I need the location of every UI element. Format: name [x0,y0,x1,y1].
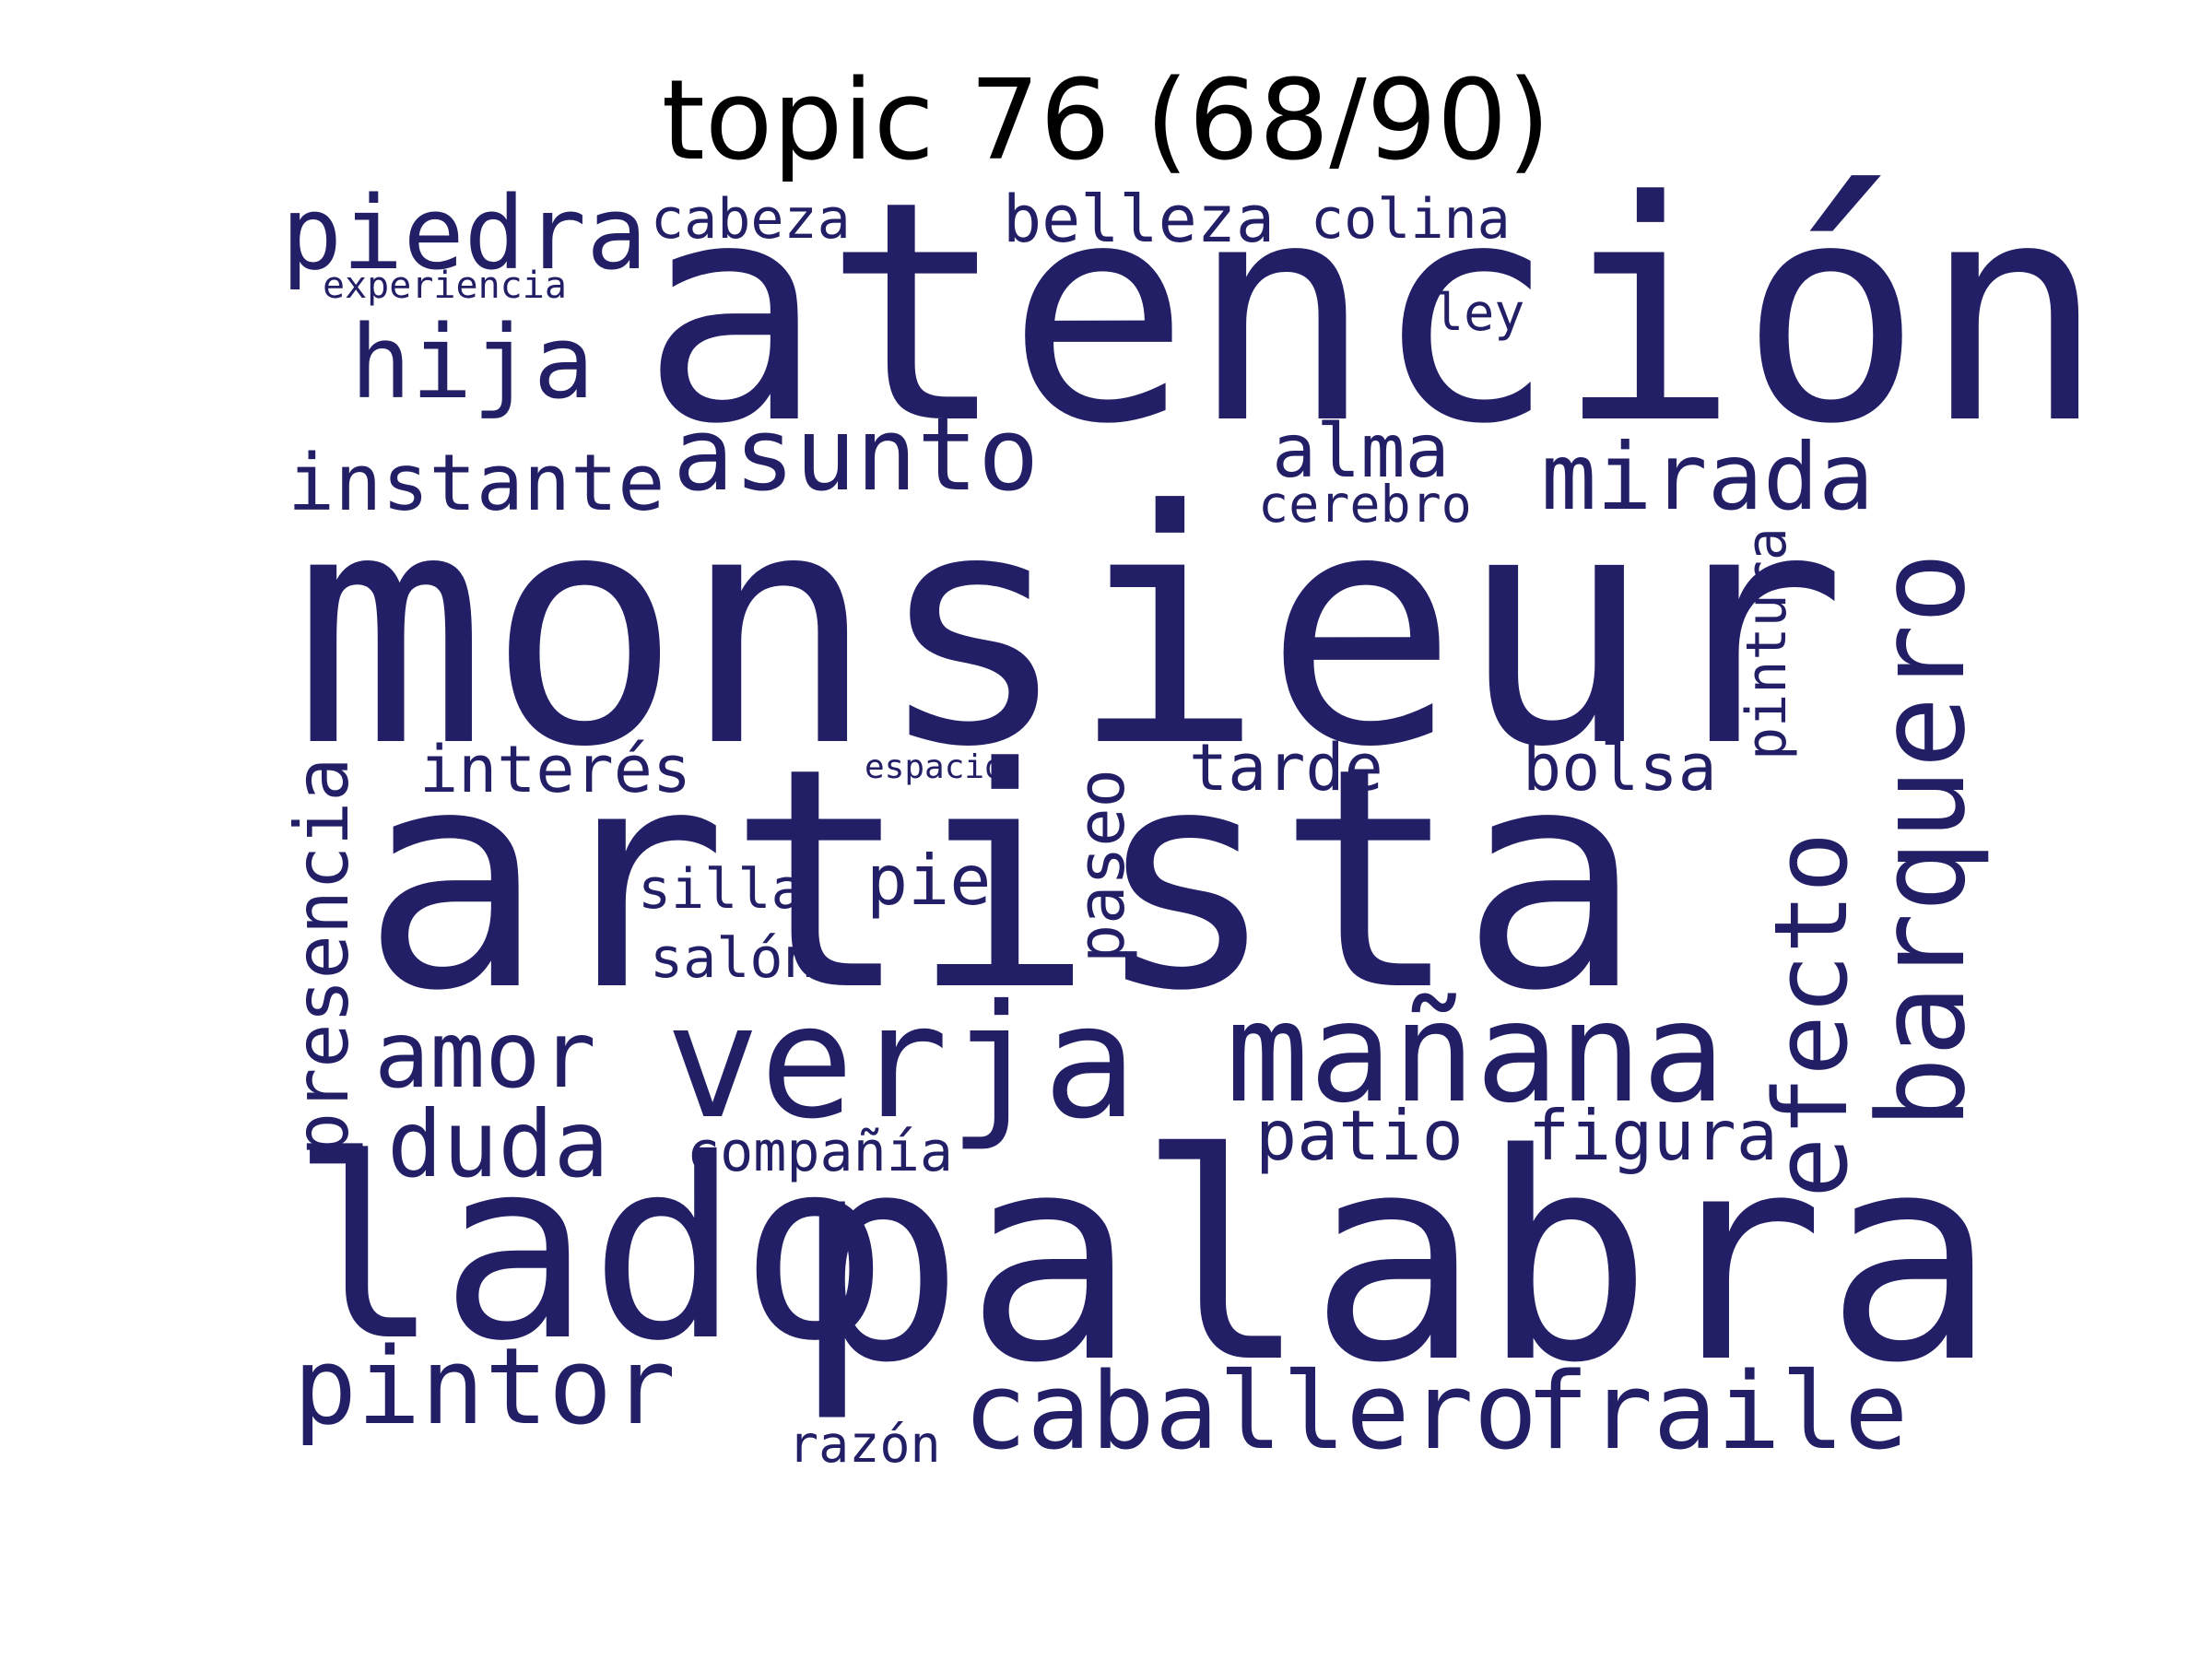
word-palabra: palabra [793,1093,1997,1426]
word-artista: artista [361,703,1643,1057]
word-lado: lado [290,1105,890,1395]
word-piedra: piedra [281,174,648,292]
word-salon: salón [650,926,817,991]
word-amor: amor [374,1001,596,1109]
word-cerebro: cerebro [1258,475,1472,534]
chart-title: topic 76 (68/90) [661,57,1551,185]
word-mirada: mirada [1541,423,1875,531]
word-presencia: presencia [279,757,365,1157]
word-efecto: efecto [1752,831,1870,1198]
word-pintura: pintura [1735,527,1799,760]
word-asunto: asunto [673,395,1040,513]
word-experiencia: experiencia [323,265,567,307]
word-interes: interés [419,732,692,807]
word-pie: pie [866,840,992,921]
word-bolsa: bolsa [1523,730,1717,806]
word-paseo: paseo [1064,769,1139,963]
word-fraile: fraile [1525,1350,1909,1474]
word-cabeza: cabeza [651,187,851,252]
word-figura: figura [1528,1095,1778,1176]
word-pintor: pintor [293,1325,677,1449]
word-atencion: atención [641,136,2106,490]
word-caballero: caballero [963,1350,1538,1474]
word-duda: duda [387,1090,609,1198]
word-ley: ley [1433,283,1525,342]
word-silla: silla [638,857,805,922]
word-patio: patio [1255,1095,1464,1176]
word-instante: instante [288,438,665,529]
word-hija: hija [350,303,594,421]
word-verja: verja [665,971,1137,1154]
word-monsieur: monsieur [293,441,1847,818]
word-alma: alma [1272,408,1450,494]
word-manana: mañana [1226,973,1725,1134]
word-espacio: espacio [865,748,1005,786]
word-tarde: tarde [1189,730,1383,806]
word-razon: razón [788,1415,941,1474]
word-colina: colina [1311,187,1511,252]
word-compania: compañía [687,1120,953,1184]
word-barquero: barquero [1852,551,1992,1129]
word-belleza: belleza [1003,182,1276,257]
